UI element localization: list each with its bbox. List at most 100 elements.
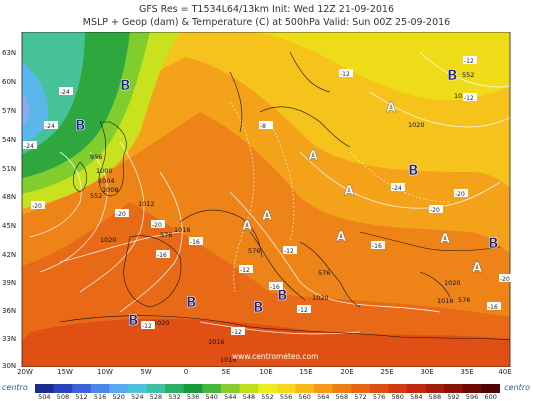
height-label: 576: [160, 231, 172, 239]
color-swatch: [407, 384, 427, 393]
color-legend-value: 580: [391, 393, 404, 401]
low-pressure-marker: B: [277, 288, 288, 304]
color-legend-value: 508: [56, 393, 70, 401]
color-legend-value: 516: [93, 393, 107, 401]
watermark: www.centrometeo.com: [232, 352, 319, 361]
high-pressure-marker: A: [336, 230, 346, 245]
lat-label: 39N: [2, 279, 17, 287]
temperature-label: -16: [190, 239, 200, 246]
color-swatch: [146, 384, 166, 393]
color-legend-value: 528: [149, 393, 163, 401]
high-pressure-marker: A: [386, 101, 396, 116]
color-swatch: [128, 384, 148, 393]
high-pressure-marker: A: [440, 232, 450, 247]
model-info-title: GFS Res = T1534L64/13km Init: Wed 12Z 21…: [138, 4, 395, 15]
color-legend-value: 592: [447, 393, 460, 401]
temperature-label: -24: [60, 89, 70, 96]
temperature-label: -20: [500, 276, 510, 283]
temperature-label: -12: [464, 58, 474, 65]
color-swatch: [239, 384, 259, 393]
isobar-label: 1000: [96, 167, 113, 175]
low-pressure-marker: B: [253, 300, 264, 316]
height-label: 576: [248, 247, 260, 255]
color-legend-value: 524: [131, 393, 144, 401]
low-pressure-marker: B: [75, 118, 86, 134]
color-legend-value: 560: [298, 393, 311, 401]
temperature-label: -8: [260, 123, 266, 130]
isobar-label: 1016: [437, 297, 454, 305]
lon-label: 0: [183, 368, 189, 376]
lon-label: 40E: [498, 368, 512, 376]
color-legend-value: 576: [372, 393, 386, 401]
lat-label: 51N: [2, 165, 17, 173]
isobar-label: 1020: [153, 319, 170, 327]
temperature-label: -24: [24, 143, 34, 150]
band-red: [22, 318, 510, 367]
color-swatch: [35, 384, 55, 393]
color-swatch: [295, 384, 315, 393]
high-pressure-marker: A: [344, 184, 354, 199]
color-legend-value: 512: [75, 393, 88, 401]
color-swatch: [183, 384, 203, 393]
color-swatch: [221, 384, 241, 393]
color-swatch: [165, 384, 185, 393]
lon-label: 25E: [380, 368, 394, 376]
temperature-label: -12: [298, 307, 308, 314]
isobar-label: 1020: [408, 121, 425, 129]
color-swatch: [425, 384, 445, 393]
color-legend-value: 584: [410, 393, 423, 401]
temperature-label: -12: [340, 71, 350, 78]
temperature-label: -20: [430, 207, 440, 214]
lat-label: 30N: [2, 362, 17, 370]
color-legend-value: 564: [317, 393, 330, 401]
high-pressure-marker: A: [242, 219, 252, 234]
color-legend-value: 532: [168, 393, 181, 401]
lat-label: 48N: [2, 193, 17, 201]
lon-label: 20E: [340, 368, 354, 376]
lat-label: 54N: [2, 136, 17, 144]
lat-label: 36N: [2, 307, 17, 315]
isobar-label: 1016: [220, 356, 237, 364]
color-legend-value: 600: [484, 393, 497, 401]
color-legend-value: 548: [242, 393, 256, 401]
temperature-label: -20: [152, 222, 162, 229]
high-pressure-marker: A: [472, 261, 482, 276]
lon-label: 10W: [97, 368, 113, 376]
temperature-label: -12: [232, 329, 242, 336]
temperature-label: -16: [372, 243, 382, 250]
lat-label: 45N: [2, 222, 17, 230]
temperature-label: -12: [240, 267, 250, 274]
temperature-label: -24: [45, 123, 55, 130]
band-light-blue: [22, 90, 29, 127]
isobar-label: 996: [90, 153, 102, 161]
chart-subtitle: MSLP + Geop (dam) & Temperature (C) at 5…: [82, 17, 451, 28]
color-legend-value: 520: [112, 393, 125, 401]
color-swatch: [369, 384, 389, 393]
height-label: 552: [90, 192, 102, 200]
lat-label: 63N: [2, 49, 17, 57]
lat-label: 60N: [2, 78, 17, 86]
color-swatch: [276, 384, 296, 393]
lon-label: 10E: [259, 368, 273, 376]
color-swatch: [314, 384, 334, 393]
color-legend-value: 544: [224, 393, 237, 401]
color-legend-value: 588: [428, 393, 442, 401]
isobars: [29, 51, 510, 335]
color-swatch: [90, 384, 110, 393]
geop-contours: [229, 101, 451, 293]
temperature-label: -16: [157, 252, 167, 259]
color-swatch: [202, 384, 222, 393]
color-legend-value: 540: [205, 393, 218, 401]
color-swatch: [258, 384, 278, 393]
lat-label: 33N: [2, 335, 17, 343]
isobar-label: 1020: [312, 294, 329, 302]
isobar-label: 1012: [138, 200, 155, 208]
lon-label: 35E: [460, 368, 474, 376]
low-pressure-marker: B: [447, 68, 458, 84]
lon-label: 20W: [17, 368, 33, 376]
color-swatch: [53, 384, 73, 393]
isobar-label: 1004: [98, 177, 115, 185]
lon-label: 5W: [140, 368, 152, 376]
color-swatch: [332, 384, 352, 393]
temperature-label: -20: [116, 211, 126, 218]
